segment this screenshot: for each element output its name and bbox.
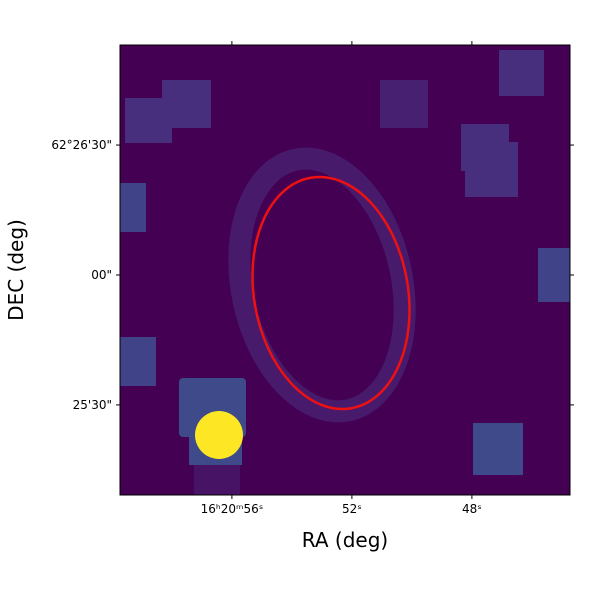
y-tick-label: 62°26'30" xyxy=(51,138,112,152)
y-axis-label: DEC (deg) xyxy=(4,219,28,321)
x-tick-label: 16ʰ20ᵐ56ˢ xyxy=(201,502,264,516)
image xyxy=(119,44,571,496)
x-tick-label: 52ˢ xyxy=(342,502,362,516)
y-tick-label: 00" xyxy=(91,268,112,282)
x-tick-label: 48ˢ xyxy=(462,502,482,516)
y-tick-label: 25'30" xyxy=(73,398,112,412)
x-axis-label: RA (deg) xyxy=(302,528,388,552)
